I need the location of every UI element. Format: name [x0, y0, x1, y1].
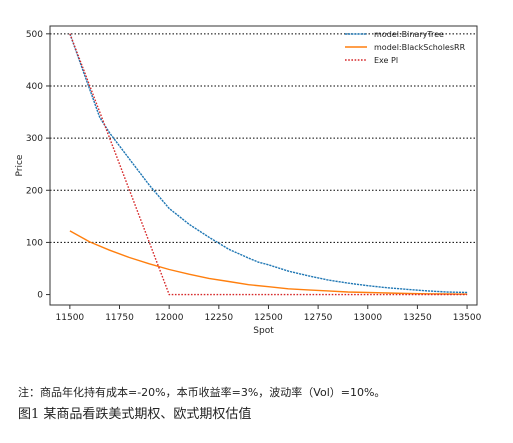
y-tick-label: 300	[26, 134, 43, 144]
chart: 0 100 200 300 400 500 11500 11750 12000 12250 1250…	[15, 25, 482, 336]
x-tick-label: 13000	[353, 313, 382, 323]
x-tick-label: 11500	[56, 313, 85, 323]
y-tick-label: 0	[37, 291, 43, 301]
plot-frame	[49, 25, 478, 306]
figure-caption: 图1 某商品看跌美式期权、欧式期权估值	[18, 407, 252, 422]
x-axis-label: Spot	[253, 326, 274, 336]
y-tick-label: 100	[26, 238, 43, 248]
x-tick-label: 12500	[254, 313, 283, 323]
x-tick-label: 13250	[403, 313, 432, 323]
axis-ticks: 0 100 200 300 400 500 11500 11750 12000 12250 1250…	[26, 30, 482, 323]
grid-lines	[50, 33, 477, 243]
legend: model:BinaryTree model:BlackScholesRR Exe …	[345, 30, 466, 65]
y-tick-label: 200	[26, 186, 43, 196]
y-tick-label: 500	[26, 30, 43, 40]
legend-label: model:BinaryTree	[374, 30, 444, 39]
x-tick-label: 13500	[453, 313, 482, 323]
chart-note: 注：商品年化持有成本=-20%，本币收益率=3%，波动率（Vol）=10%。	[18, 386, 386, 399]
y-tick-label: 400	[26, 82, 43, 92]
legend-label: model:BlackScholesRR	[374, 43, 466, 52]
x-tick-label: 11750	[105, 313, 134, 323]
x-tick-label: 12750	[304, 313, 333, 323]
series-line-0	[69, 33, 468, 294]
y-axis-label: Price	[15, 154, 25, 176]
legend-label: Exe Pl	[374, 56, 398, 65]
series-layer	[69, 33, 468, 296]
x-tick-label: 12250	[204, 313, 233, 323]
series-line-2	[69, 33, 468, 296]
series-line-1	[69, 230, 468, 295]
x-tick-label: 12000	[155, 313, 184, 323]
